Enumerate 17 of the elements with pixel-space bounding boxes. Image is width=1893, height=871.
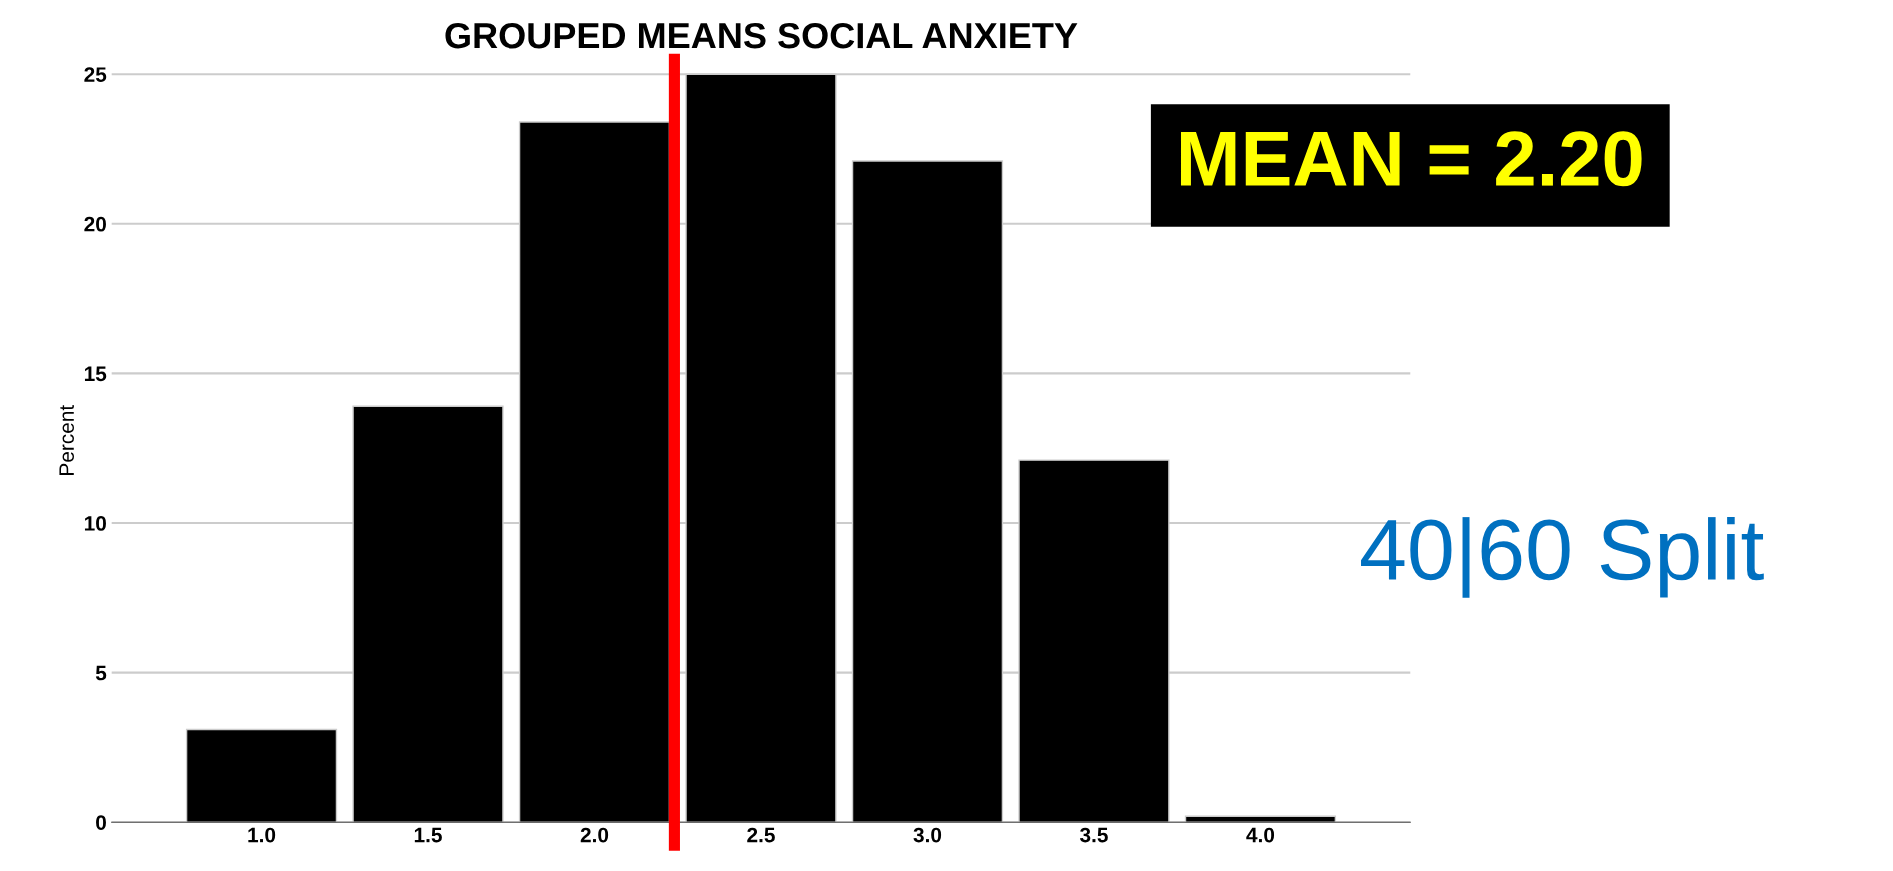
x-tick-label: 4.0: [1246, 827, 1275, 843]
annotation: MEAN = 2.20: [1180, 131, 1642, 187]
y-tick-label: 20: [84, 216, 106, 232]
x-tick-label: 1.0: [248, 827, 276, 843]
y-tick-label: 0: [96, 815, 106, 830]
chart-title: GROUPED MEANS SOCIAL ANXIETY: [445, 22, 1078, 49]
y-tick-label: 25: [84, 67, 107, 82]
annotation: 40|60 Split: [1361, 517, 1764, 598]
y-tick-label: 10: [84, 516, 106, 531]
y-axis-title: Percent: [59, 404, 74, 475]
x-tick-label: 3.0: [913, 827, 942, 843]
y-tick-label: 5: [95, 665, 107, 681]
x-tick-label: 2.5: [747, 827, 775, 843]
y-tick-label: 15: [84, 366, 107, 382]
x-tick-label: 2.0: [580, 827, 609, 843]
x-tick-label: 3.5: [1079, 827, 1108, 843]
x-tick-label: 1.5: [414, 827, 442, 843]
